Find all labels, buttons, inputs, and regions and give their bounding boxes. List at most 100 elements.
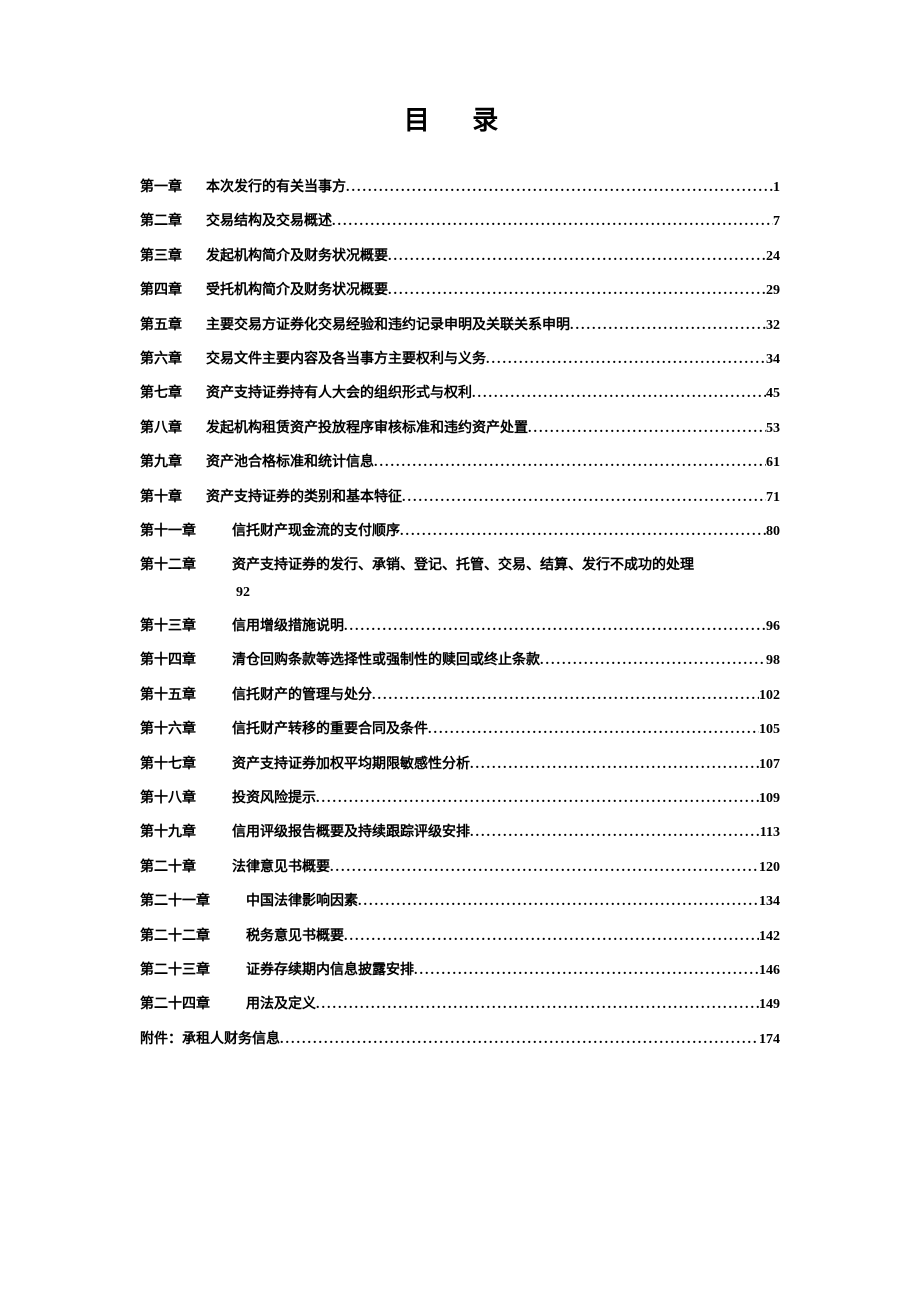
appendix-label: 附件：承租人财务信息 (140, 1029, 280, 1051)
chapter-label: 第十二章 (140, 555, 196, 577)
page-number: 24 (766, 246, 780, 268)
page-number: 149 (759, 994, 780, 1016)
toc-entry: 第三章 发起机构简介及财务状况概要 24 (140, 246, 780, 268)
leader-dots (470, 822, 760, 844)
page-number: 102 (759, 685, 780, 707)
chapter-name: 投资风险提示 (232, 788, 316, 810)
page-number: 7 (773, 211, 780, 233)
leader-dots (316, 788, 759, 810)
leader-dots (414, 960, 759, 982)
chapter-label: 第十六章 (140, 719, 196, 741)
chapter-name: 主要交易方证券化交易经验和违约记录申明及关联关系申明 (206, 315, 570, 337)
page-number: 107 (759, 754, 780, 776)
page-number: 146 (759, 960, 780, 982)
leader-dots (486, 349, 766, 371)
page-number: 120 (759, 857, 780, 879)
leader-dots (388, 246, 766, 268)
page-number: 61 (766, 452, 780, 474)
page-number: 53 (766, 418, 780, 440)
chapter-name: 信用评级报告概要及持续跟踪评级安排 (232, 822, 470, 844)
chapter-name: 交易文件主要内容及各当事方主要权利与义务 (206, 349, 486, 371)
chapter-label: 第二十三章 (140, 960, 210, 982)
leader-dots (344, 926, 759, 948)
page-number: 29 (766, 280, 780, 302)
leader-dots (528, 418, 766, 440)
chapter-label: 第二章 (140, 211, 182, 233)
chapter-label: 第一章 (140, 177, 182, 199)
leader-dots (358, 891, 759, 913)
chapter-label: 第二十一章 (140, 891, 210, 913)
page-number: 134 (759, 891, 780, 913)
toc-list: 第一章 本次发行的有关当事方 1 第二章 交易结构及交易概述 7 第三章 发起机构简介及财务状… (140, 177, 780, 1051)
chapter-label: 第十一章 (140, 521, 196, 543)
toc-entry: 第九章 资产池合格标准和统计信息 61 (140, 452, 780, 474)
leader-dots (428, 719, 759, 741)
page-number: 32 (766, 315, 780, 337)
chapter-label: 第十三章 (140, 616, 196, 638)
leader-dots (472, 383, 766, 405)
page-number: 105 (759, 719, 780, 741)
toc-entry: 第五章主要交易方证券化交易经验和违约记录申明及关联关系申明32 (140, 315, 780, 337)
chapter-name: 中国法律影响因素 (246, 891, 358, 913)
chapter-label: 第十七章 (140, 754, 196, 776)
chapter-name: 发起机构简介及财务状况概要 (206, 246, 388, 268)
chapter-label: 第八章 (140, 418, 182, 440)
toc-entry: 第十九章信用评级报告概要及持续跟踪评级安排113 (140, 822, 780, 844)
toc-entry: 第四章 受托机构简介及财务状况概要 29 (140, 280, 780, 302)
toc-entry: 第十六章信托财产转移的重要合同及条件105 (140, 719, 780, 741)
toc-entry: 第二十四章用法及定义149 (140, 994, 780, 1016)
toc-entry: 第七章资产支持证券持有人大会的组织形式与权利45 (140, 383, 780, 405)
chapter-name: 资产池合格标准和统计信息 (206, 452, 374, 474)
chapter-label: 第三章 (140, 246, 182, 268)
chapter-label: 第十五章 (140, 685, 196, 707)
chapter-name: 信用增级措施说明 (232, 616, 344, 638)
toc-entry: 第十八章投资风险提示109 (140, 788, 780, 810)
toc-entry: 第十五章 信托财产的管理与处分 102 (140, 685, 780, 707)
page-number: 174 (759, 1029, 780, 1051)
leader-dots (388, 280, 766, 302)
toc-entry: 第十四章 清仓回购条款等选择性或强制性的赎回或终止条款 98 (140, 650, 780, 672)
leader-dots (372, 685, 759, 707)
chapter-name: 清仓回购条款等选择性或强制性的赎回或终止条款 (232, 650, 540, 672)
chapter-name: 资产支持证券持有人大会的组织形式与权利 (206, 383, 472, 405)
toc-entry: 第二十二章税务意见书概要142 (140, 926, 780, 948)
leader-dots (470, 754, 759, 776)
leader-dots (402, 487, 766, 509)
leader-dots (374, 452, 766, 474)
chapter-name: 资产支持证券加权平均期限敏感性分析 (232, 754, 470, 776)
page-number: 71 (766, 487, 780, 509)
toc-entry: 第十三章信用增级措施说明96 (140, 616, 780, 638)
toc-entry: 第八章发起机构租赁资产投放程序审核标准和违约资产处置53 (140, 418, 780, 440)
leader-dots (316, 994, 759, 1016)
chapter-label: 第二十二章 (140, 926, 210, 948)
toc-entry: 第十章 资产支持证券的类别和基本特征 71 (140, 487, 780, 509)
page-number: 1 (773, 177, 780, 199)
chapter-name: 信托财产的管理与处分 (232, 685, 372, 707)
toc-title: 目 录 (140, 100, 780, 137)
chapter-label: 第九章 (140, 452, 182, 474)
toc-entry: 第十二章资产支持证券的发行、承销、登记、托管、交易、结算、发行不成功的处理 (140, 555, 780, 577)
chapter-name: 资产支持证券的类别和基本特征 (206, 487, 402, 509)
chapter-label: 第二十四章 (140, 994, 210, 1016)
leader-dots (330, 857, 759, 879)
toc-entry: 第二十一章 中国法律影响因素 134 (140, 891, 780, 913)
chapter-label: 第四章 (140, 280, 182, 302)
page-number: 45 (766, 383, 780, 405)
toc-entry: 第一章 本次发行的有关当事方 1 (140, 177, 780, 199)
appendix-entry: 附件：承租人财务信息 174 (140, 1029, 780, 1051)
leader-dots (332, 211, 773, 233)
page-number: 98 (766, 650, 780, 672)
chapter-name: 本次发行的有关当事方 (206, 177, 346, 199)
page-number: 113 (760, 822, 780, 844)
chapter-name: 信托财产现金流的支付顺序 (232, 521, 400, 543)
page-number: 142 (759, 926, 780, 948)
toc-entry: 第二章 交易结构及交易概述 7 (140, 211, 780, 233)
page-number: 109 (759, 788, 780, 810)
chapter-name: 交易结构及交易概述 (206, 211, 332, 233)
leader-dots (540, 650, 766, 672)
chapter-name: 受托机构简介及财务状况概要 (206, 280, 388, 302)
chapter-label: 第十章 (140, 487, 182, 509)
leader-dots (570, 315, 766, 337)
continuation-page: 92 (236, 582, 780, 604)
chapter-label: 第十四章 (140, 650, 196, 672)
